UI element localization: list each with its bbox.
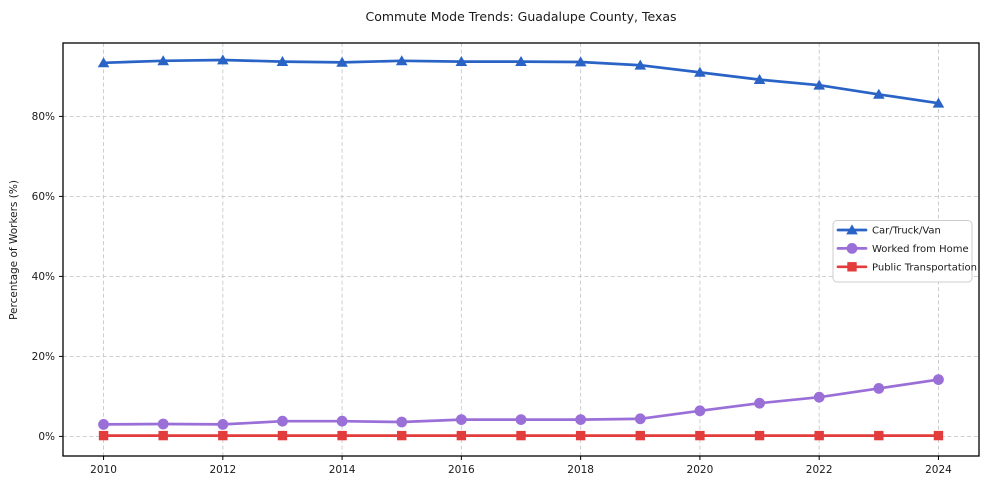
x-tick-label-2020: 2020	[687, 464, 714, 476]
marker-worked-from-home-2012	[217, 419, 229, 430]
marker-worked-from-home-2018	[575, 414, 587, 425]
marker-car-truck-van-2015	[395, 55, 408, 66]
marker-public-transportation-2021	[754, 430, 765, 441]
marker-public-transportation-2012	[218, 430, 228, 441]
legend-item-public-transportation: Public Transportation	[836, 262, 977, 273]
legend-marker-car-truck-van	[846, 224, 858, 235]
marker-worked-from-home-2023	[873, 383, 885, 394]
marker-car-truck-van-2017	[515, 56, 527, 66]
series-public-transportation	[98, 430, 944, 441]
marker-car-truck-van-2013	[276, 56, 289, 66]
marker-car-truck-van-2024	[932, 97, 945, 108]
legend-label-worked-from-home: Worked from Home	[872, 244, 969, 255]
y-tick-label-20: 20%	[32, 351, 55, 363]
x-tick-label-2022: 2022	[806, 464, 833, 476]
x-tick-label-2024: 2024	[925, 464, 952, 476]
marker-public-transportation-2015	[397, 430, 407, 441]
marker-worked-from-home-2019	[634, 413, 646, 425]
marker-car-truck-van-2019	[634, 59, 647, 70]
series-worked-from-home	[98, 374, 944, 430]
marker-public-transportation-2020	[695, 430, 705, 441]
y-axis-label: Percentage of Workers (%)	[8, 180, 20, 320]
y-tick-label-40: 40%	[32, 271, 55, 283]
marker-worked-from-home-2021	[754, 397, 765, 409]
chart-title: Commute Mode Trends: Guadalupe County, T…	[365, 9, 677, 24]
marker-public-transportation-2019	[635, 430, 645, 441]
y-tick-label-0: 0%	[38, 431, 55, 443]
marker-public-transportation-2014	[337, 430, 347, 441]
marker-car-truck-van-2010	[97, 57, 110, 68]
marker-car-truck-van-2021	[753, 74, 766, 84]
marker-car-truck-van-2011	[157, 55, 169, 66]
marker-car-truck-van-2023	[873, 88, 885, 99]
y-tick-label-80: 80%	[32, 111, 55, 123]
x-tick-label-2018: 2018	[567, 464, 594, 476]
plot-border	[62, 42, 980, 457]
legend-marker-worked-from-home	[846, 243, 858, 254]
x-tick-label-2014: 2014	[329, 464, 356, 476]
marker-worked-from-home-2014	[336, 415, 348, 427]
marker-public-transportation-2023	[874, 430, 884, 441]
marker-public-transportation-2017	[516, 430, 526, 441]
x-tick-label-2010: 2010	[90, 464, 117, 476]
legend-box	[832, 220, 973, 283]
marker-worked-from-home-2020	[694, 405, 706, 417]
marker-car-truck-van-2018	[574, 56, 587, 67]
marker-worked-from-home-2016	[455, 414, 467, 425]
marker-worked-from-home-2024	[933, 374, 944, 385]
legend-item-worked-from-home: Worked from Home	[836, 243, 969, 255]
plot-area	[63, 43, 979, 456]
y-tick-label-60: 60%	[32, 191, 55, 203]
axis-ticks: 2010 2012 2014 2016 2018 2020 2022 2024 0% 20% 40%…	[32, 111, 952, 476]
marker-car-truck-van-2012	[217, 54, 229, 65]
marker-public-transportation-2018	[575, 430, 586, 441]
marker-public-transportation-2010	[98, 430, 109, 441]
marker-car-truck-van-2016	[455, 56, 468, 66]
series-car-truck-van	[97, 54, 945, 108]
marker-public-transportation-2013	[277, 430, 288, 441]
marker-car-truck-van-2022	[813, 79, 825, 90]
marker-public-transportation-2024	[933, 430, 944, 441]
marker-car-truck-van-2020	[694, 66, 706, 77]
legend-item-car-truck-van: Car/Truck/Van	[836, 224, 941, 237]
legend-label-car-truck-van: Car/Truck/Van	[872, 226, 941, 237]
legend-marker-public-transportation	[847, 262, 857, 272]
marker-public-transportation-2022	[814, 430, 824, 441]
marker-worked-from-home-2015	[396, 416, 408, 428]
marker-worked-from-home-2022	[813, 391, 825, 403]
marker-public-transportation-2011	[158, 430, 168, 441]
marker-worked-from-home-2010	[98, 419, 109, 430]
marker-worked-from-home-2017	[515, 414, 527, 425]
x-tick-label-2012: 2012	[209, 464, 236, 476]
marker-public-transportation-2016	[456, 430, 467, 441]
marker-car-truck-van-2014	[336, 56, 348, 67]
legend-label-public-transportation: Public Transportation	[872, 262, 977, 273]
x-tick-label-2016: 2016	[448, 464, 475, 476]
legend: Car/Truck/Van Worked from Home Public Tran…	[832, 220, 977, 283]
marker-worked-from-home-2013	[277, 415, 288, 427]
marker-worked-from-home-2011	[157, 418, 169, 430]
